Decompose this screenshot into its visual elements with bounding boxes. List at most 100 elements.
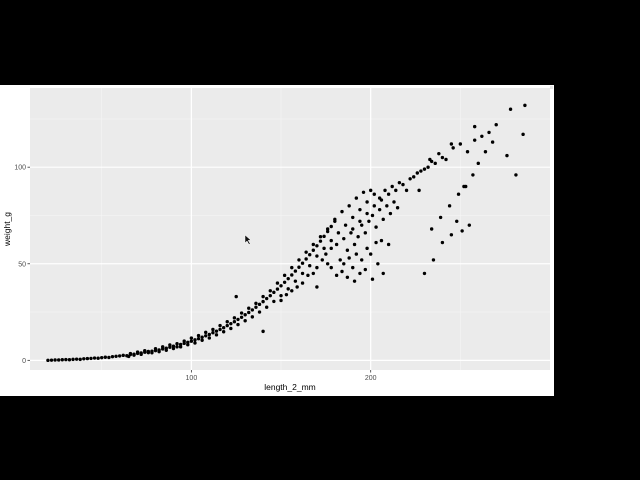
data-point bbox=[268, 293, 272, 298]
data-point bbox=[132, 353, 136, 357]
data-point bbox=[401, 182, 405, 187]
data-point bbox=[207, 336, 212, 340]
data-point bbox=[135, 350, 140, 354]
data-point bbox=[247, 310, 251, 315]
data-point bbox=[96, 356, 100, 360]
data-point bbox=[290, 289, 294, 293]
x-tick-label: 200 bbox=[365, 375, 377, 382]
data-point bbox=[370, 213, 375, 218]
data-point bbox=[462, 184, 466, 189]
data-point bbox=[342, 236, 346, 241]
y-axis-title: weight_g bbox=[2, 212, 12, 247]
data-point bbox=[232, 316, 237, 320]
data-point bbox=[397, 180, 402, 185]
data-point bbox=[300, 281, 305, 285]
data-point bbox=[487, 130, 491, 135]
data-point bbox=[471, 173, 475, 177]
data-point bbox=[207, 332, 212, 337]
data-point bbox=[268, 289, 272, 293]
data-point bbox=[408, 177, 412, 181]
data-point bbox=[444, 157, 448, 162]
data-point bbox=[261, 294, 265, 299]
data-point bbox=[160, 345, 165, 349]
data-point bbox=[211, 331, 215, 335]
x-tick-label: 100 bbox=[186, 375, 198, 382]
data-point bbox=[379, 198, 384, 202]
data-point bbox=[286, 276, 290, 281]
data-point bbox=[107, 355, 111, 360]
data-point bbox=[189, 336, 194, 340]
data-point bbox=[422, 271, 427, 276]
data-point bbox=[254, 301, 258, 306]
data-point bbox=[89, 356, 93, 361]
data-point bbox=[53, 358, 57, 362]
data-point bbox=[211, 327, 215, 332]
data-point bbox=[264, 305, 269, 309]
data-point bbox=[381, 217, 385, 222]
data-point bbox=[103, 355, 108, 359]
data-point bbox=[456, 192, 461, 196]
arrow-cursor-icon bbox=[244, 234, 252, 245]
data-point bbox=[178, 345, 183, 349]
data-point bbox=[279, 284, 283, 288]
data-point bbox=[229, 321, 233, 326]
data-point bbox=[385, 204, 389, 208]
data-point bbox=[440, 240, 445, 245]
data-point bbox=[85, 356, 90, 361]
data-point bbox=[417, 188, 421, 193]
data-point bbox=[352, 242, 357, 247]
data-point bbox=[460, 229, 464, 233]
data-point bbox=[388, 211, 393, 216]
data-point bbox=[365, 211, 369, 216]
data-point bbox=[60, 358, 64, 362]
data-point bbox=[189, 339, 194, 343]
data-point bbox=[64, 357, 68, 362]
data-point bbox=[300, 261, 305, 265]
data-point bbox=[82, 357, 86, 361]
data-point bbox=[358, 271, 362, 276]
data-point bbox=[157, 349, 161, 354]
data-point bbox=[304, 250, 308, 254]
data-point bbox=[351, 265, 355, 270]
data-point bbox=[139, 352, 143, 357]
data-point bbox=[311, 242, 316, 247]
data-point bbox=[67, 358, 72, 362]
data-point bbox=[236, 317, 240, 322]
data-point bbox=[394, 188, 398, 193]
data-point bbox=[440, 155, 445, 160]
data-point bbox=[336, 231, 341, 235]
data-point bbox=[483, 150, 488, 154]
data-point bbox=[239, 315, 244, 319]
data-point bbox=[229, 326, 233, 331]
x-axis-title: length_2_mm bbox=[264, 382, 316, 392]
data-point bbox=[521, 132, 525, 137]
data-point bbox=[218, 323, 222, 328]
data-point bbox=[438, 215, 443, 220]
data-point bbox=[282, 273, 287, 278]
data-point bbox=[311, 248, 316, 252]
data-point bbox=[182, 339, 186, 343]
data-point bbox=[261, 299, 265, 304]
data-point bbox=[297, 265, 301, 269]
data-point bbox=[383, 188, 387, 193]
plot-window: 100 200 0 50 100 length_2_mm weight_g bbox=[0, 85, 554, 396]
data-point bbox=[465, 150, 470, 154]
data-point bbox=[218, 327, 222, 332]
data-point bbox=[290, 273, 294, 277]
data-point bbox=[329, 265, 333, 270]
data-point bbox=[320, 258, 324, 262]
data-point bbox=[71, 357, 75, 362]
data-point bbox=[352, 279, 357, 283]
data-point bbox=[404, 188, 409, 193]
data-point bbox=[128, 351, 133, 356]
data-point bbox=[318, 239, 323, 243]
data-point bbox=[390, 184, 394, 189]
data-point bbox=[342, 262, 346, 266]
data-point bbox=[282, 280, 287, 285]
data-point bbox=[345, 248, 350, 252]
data-point bbox=[377, 207, 382, 212]
data-point bbox=[324, 252, 328, 256]
data-point bbox=[193, 338, 197, 342]
data-point bbox=[325, 227, 330, 231]
data-point bbox=[322, 246, 326, 251]
